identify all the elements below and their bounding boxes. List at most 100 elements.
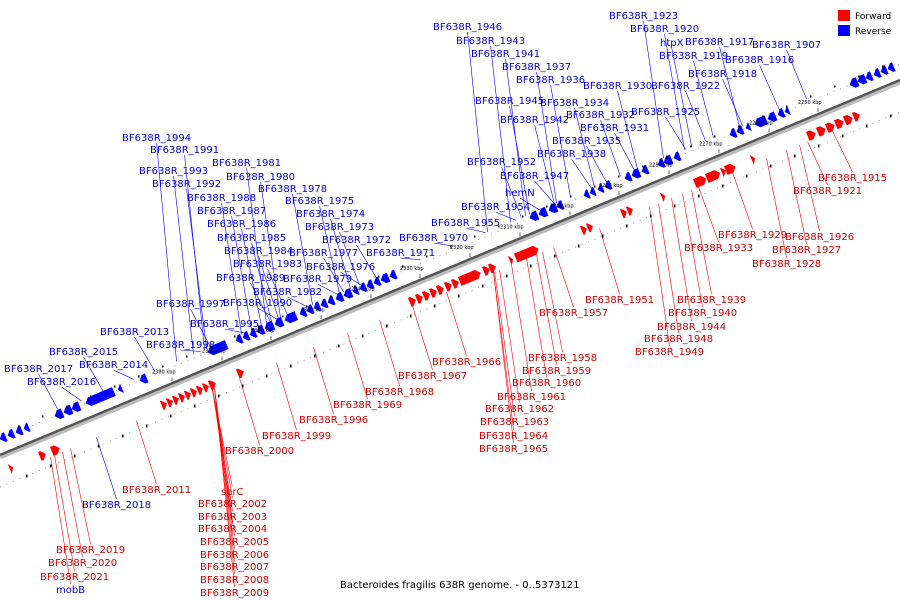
forward-gene-arrow[interactable]	[159, 399, 168, 410]
gene-label[interactable]: BF638R_2014	[79, 360, 148, 371]
forward-gene-arrow[interactable]	[487, 262, 497, 274]
gene-label[interactable]: mobB	[56, 585, 85, 596]
gene-label[interactable]: BF638R_1968	[365, 387, 434, 398]
forward-gene-arrow[interactable]	[749, 154, 756, 165]
reverse-gene-arrow[interactable]	[305, 304, 315, 316]
forward-gene-arrow[interactable]	[692, 175, 708, 188]
reverse-gene-arrow[interactable]	[84, 387, 116, 407]
reverse-gene-arrow[interactable]	[6, 428, 16, 440]
gene-label[interactable]: BF638R_2016	[27, 377, 96, 388]
gene-label[interactable]: hemN	[505, 188, 535, 199]
reverse-gene-arrow[interactable]	[342, 288, 354, 299]
forward-gene-arrow[interactable]	[842, 114, 854, 126]
gene-label[interactable]: BF638R_1949	[635, 347, 704, 358]
gene-label[interactable]: BF638R_1967	[398, 371, 467, 382]
forward-gene-arrow[interactable]	[443, 281, 453, 292]
reverse-gene-arrow[interactable]	[656, 158, 666, 169]
gene-label[interactable]: BF638R_2009	[200, 588, 269, 599]
reverse-gene-arrow[interactable]	[0, 432, 8, 444]
gene-label[interactable]: BF638R_2002	[198, 499, 267, 510]
reverse-gene-arrow[interactable]	[766, 111, 778, 123]
forward-gene-arrow[interactable]	[851, 111, 861, 122]
forward-gene-arrow[interactable]	[619, 208, 628, 219]
gene-label[interactable]: BF638R_1932	[566, 110, 635, 121]
forward-gene-arrow[interactable]	[704, 169, 721, 183]
reverse-gene-arrow[interactable]	[70, 401, 82, 413]
gene-label[interactable]: BF638R_1927	[772, 245, 841, 256]
forward-gene-arrow[interactable]	[201, 382, 210, 393]
reverse-gene-arrow[interactable]	[372, 276, 382, 288]
reverse-gene-arrow[interactable]	[248, 328, 258, 339]
gene-label[interactable]: BF638R_1936	[516, 75, 585, 86]
gene-label[interactable]: BF638R_1970	[399, 233, 468, 244]
forward-gene-arrow[interactable]	[513, 245, 540, 263]
reverse-gene-arrow[interactable]	[312, 301, 322, 313]
gene-label[interactable]: BF638R_1972	[322, 235, 391, 246]
gene-label[interactable]: BF638R_1942	[500, 115, 569, 126]
gene-label[interactable]: BF638R_1995	[190, 319, 259, 330]
gene-label[interactable]: BF638R_1940	[668, 308, 737, 319]
gene-label[interactable]: BF638R_1981	[212, 158, 281, 169]
forward-gene-arrow[interactable]	[824, 121, 836, 133]
gene-label[interactable]: BF638R_1960	[512, 378, 581, 389]
gene-label[interactable]: BF638R_2003	[198, 512, 267, 523]
reverse-gene-arrow[interactable]	[640, 164, 650, 176]
gene-label[interactable]: BF638R_1920	[630, 24, 699, 35]
gene-label[interactable]: BF638R_1961	[497, 392, 566, 403]
gene-label[interactable]: BF638R_1987	[197, 206, 266, 217]
gene-label[interactable]: BF638R_2015	[49, 347, 118, 358]
forward-gene-arrow[interactable]	[189, 387, 198, 398]
gene-label[interactable]: BF638R_1946	[433, 22, 502, 33]
gene-label[interactable]: BF638R_1980	[226, 172, 295, 183]
gene-label[interactable]: BF638R_1930	[583, 81, 652, 92]
gene-label[interactable]: BF638R_1988	[187, 193, 256, 204]
forward-gene-arrow[interactable]	[177, 392, 186, 403]
reverse-gene-arrow[interactable]	[263, 320, 276, 333]
gene-label[interactable]: BF638R_2000	[225, 446, 294, 457]
gene-label[interactable]: BF638R_1985	[217, 233, 286, 244]
gene-label[interactable]: BF638R_1999	[262, 431, 331, 442]
reverse-gene-arrow[interactable]	[379, 272, 391, 284]
gene-label[interactable]: BF638R_2017	[4, 364, 73, 375]
gene-label[interactable]: BF638R_2007	[200, 562, 269, 573]
gene-label[interactable]: BF638R_1959	[522, 366, 591, 377]
forward-gene-arrow[interactable]	[407, 296, 417, 307]
reverse-gene-arrow[interactable]	[528, 210, 540, 222]
reverse-gene-arrow[interactable]	[783, 105, 791, 116]
reverse-gene-arrow[interactable]	[672, 151, 682, 163]
gene-label[interactable]: BF638R_1955	[431, 218, 500, 229]
gene-label[interactable]: BF638R_1923	[609, 11, 678, 22]
gene-label[interactable]: BF638R_2013	[100, 327, 169, 338]
gene-label[interactable]: BF638R_2004	[198, 524, 267, 535]
forward-gene-arrow[interactable]	[428, 287, 438, 298]
reverse-gene-arrow[interactable]	[630, 168, 642, 179]
gene-label[interactable]: BF638R_1919	[659, 51, 728, 62]
gene-label[interactable]: BF638R_1947	[500, 171, 569, 182]
gene-label[interactable]: BF638R_1954	[461, 202, 530, 213]
gene-label[interactable]: BF638R_1935	[552, 136, 621, 147]
reverse-gene-arrow[interactable]	[848, 77, 860, 89]
gene-label[interactable]: BF638R_1982	[253, 287, 322, 298]
reverse-gene-arrow[interactable]	[728, 128, 738, 139]
reverse-gene-arrow[interactable]	[735, 125, 745, 136]
gene-label[interactable]: BF638R_1974	[296, 209, 365, 220]
forward-gene-arrow[interactable]	[7, 464, 14, 474]
reverse-gene-arrow[interactable]	[241, 330, 251, 342]
gene-label[interactable]: BF638R_1916	[725, 55, 794, 66]
forward-gene-arrow[interactable]	[421, 290, 431, 301]
gene-label[interactable]: BF638R_1971	[366, 248, 435, 259]
forward-gene-arrow[interactable]	[805, 129, 817, 141]
gene-label[interactable]: BF638R_1975	[285, 196, 354, 207]
gene-label[interactable]: BF638R_1933	[684, 243, 753, 254]
gene-label[interactable]: BF638R_1962	[485, 404, 554, 415]
gene-label[interactable]: BF638R_1951	[585, 295, 654, 306]
forward-gene-arrow[interactable]	[481, 265, 491, 276]
forward-gene-arrow[interactable]	[723, 163, 737, 175]
forward-gene-arrow[interactable]	[171, 394, 180, 405]
gene-label[interactable]: BF638R_1952	[467, 157, 536, 168]
gene-label[interactable]: BF638R_1928	[752, 259, 821, 270]
reverse-gene-arrow[interactable]	[234, 333, 244, 345]
reverse-gene-arrow[interactable]	[138, 373, 149, 385]
gene-label[interactable]: BF638R_1922	[651, 81, 720, 92]
gene-label[interactable]: BF638R_1998	[146, 340, 215, 351]
